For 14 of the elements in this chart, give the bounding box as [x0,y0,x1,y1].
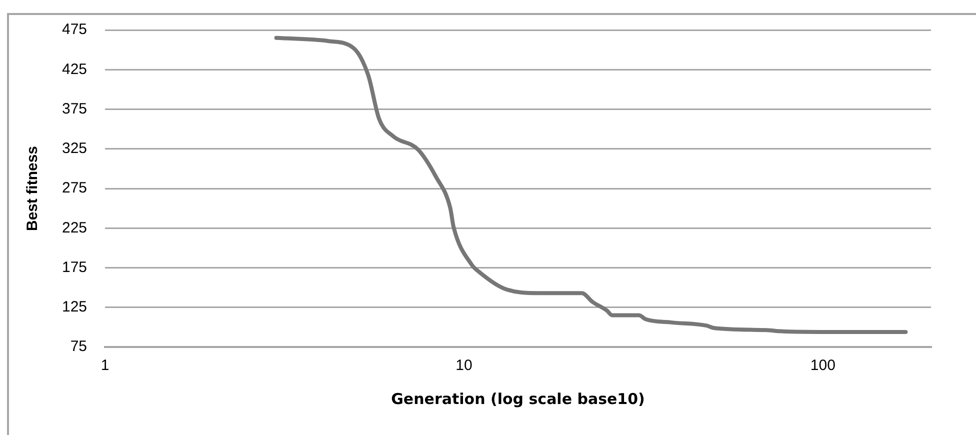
y-tick-label: 225 [62,219,88,236]
x-tick-label: 100 [810,357,836,374]
y-tick-label: 325 [62,140,88,158]
y-tick-label: 375 [62,100,88,118]
y-tick-label: 425 [62,60,88,78]
x-tick-label: 10 [456,357,472,374]
y-axis-title: Best fitness [24,146,42,232]
y-tick-label: 275 [62,180,88,197]
y-tick-label: 475 [62,21,88,38]
y-tick-label: 175 [62,258,88,276]
y-tick-label: 75 [70,338,88,356]
x-tick-label: 1 [100,357,110,374]
y-tick-label: 125 [62,298,88,316]
x-axis-title: Generation (log scale base10) [391,390,645,408]
